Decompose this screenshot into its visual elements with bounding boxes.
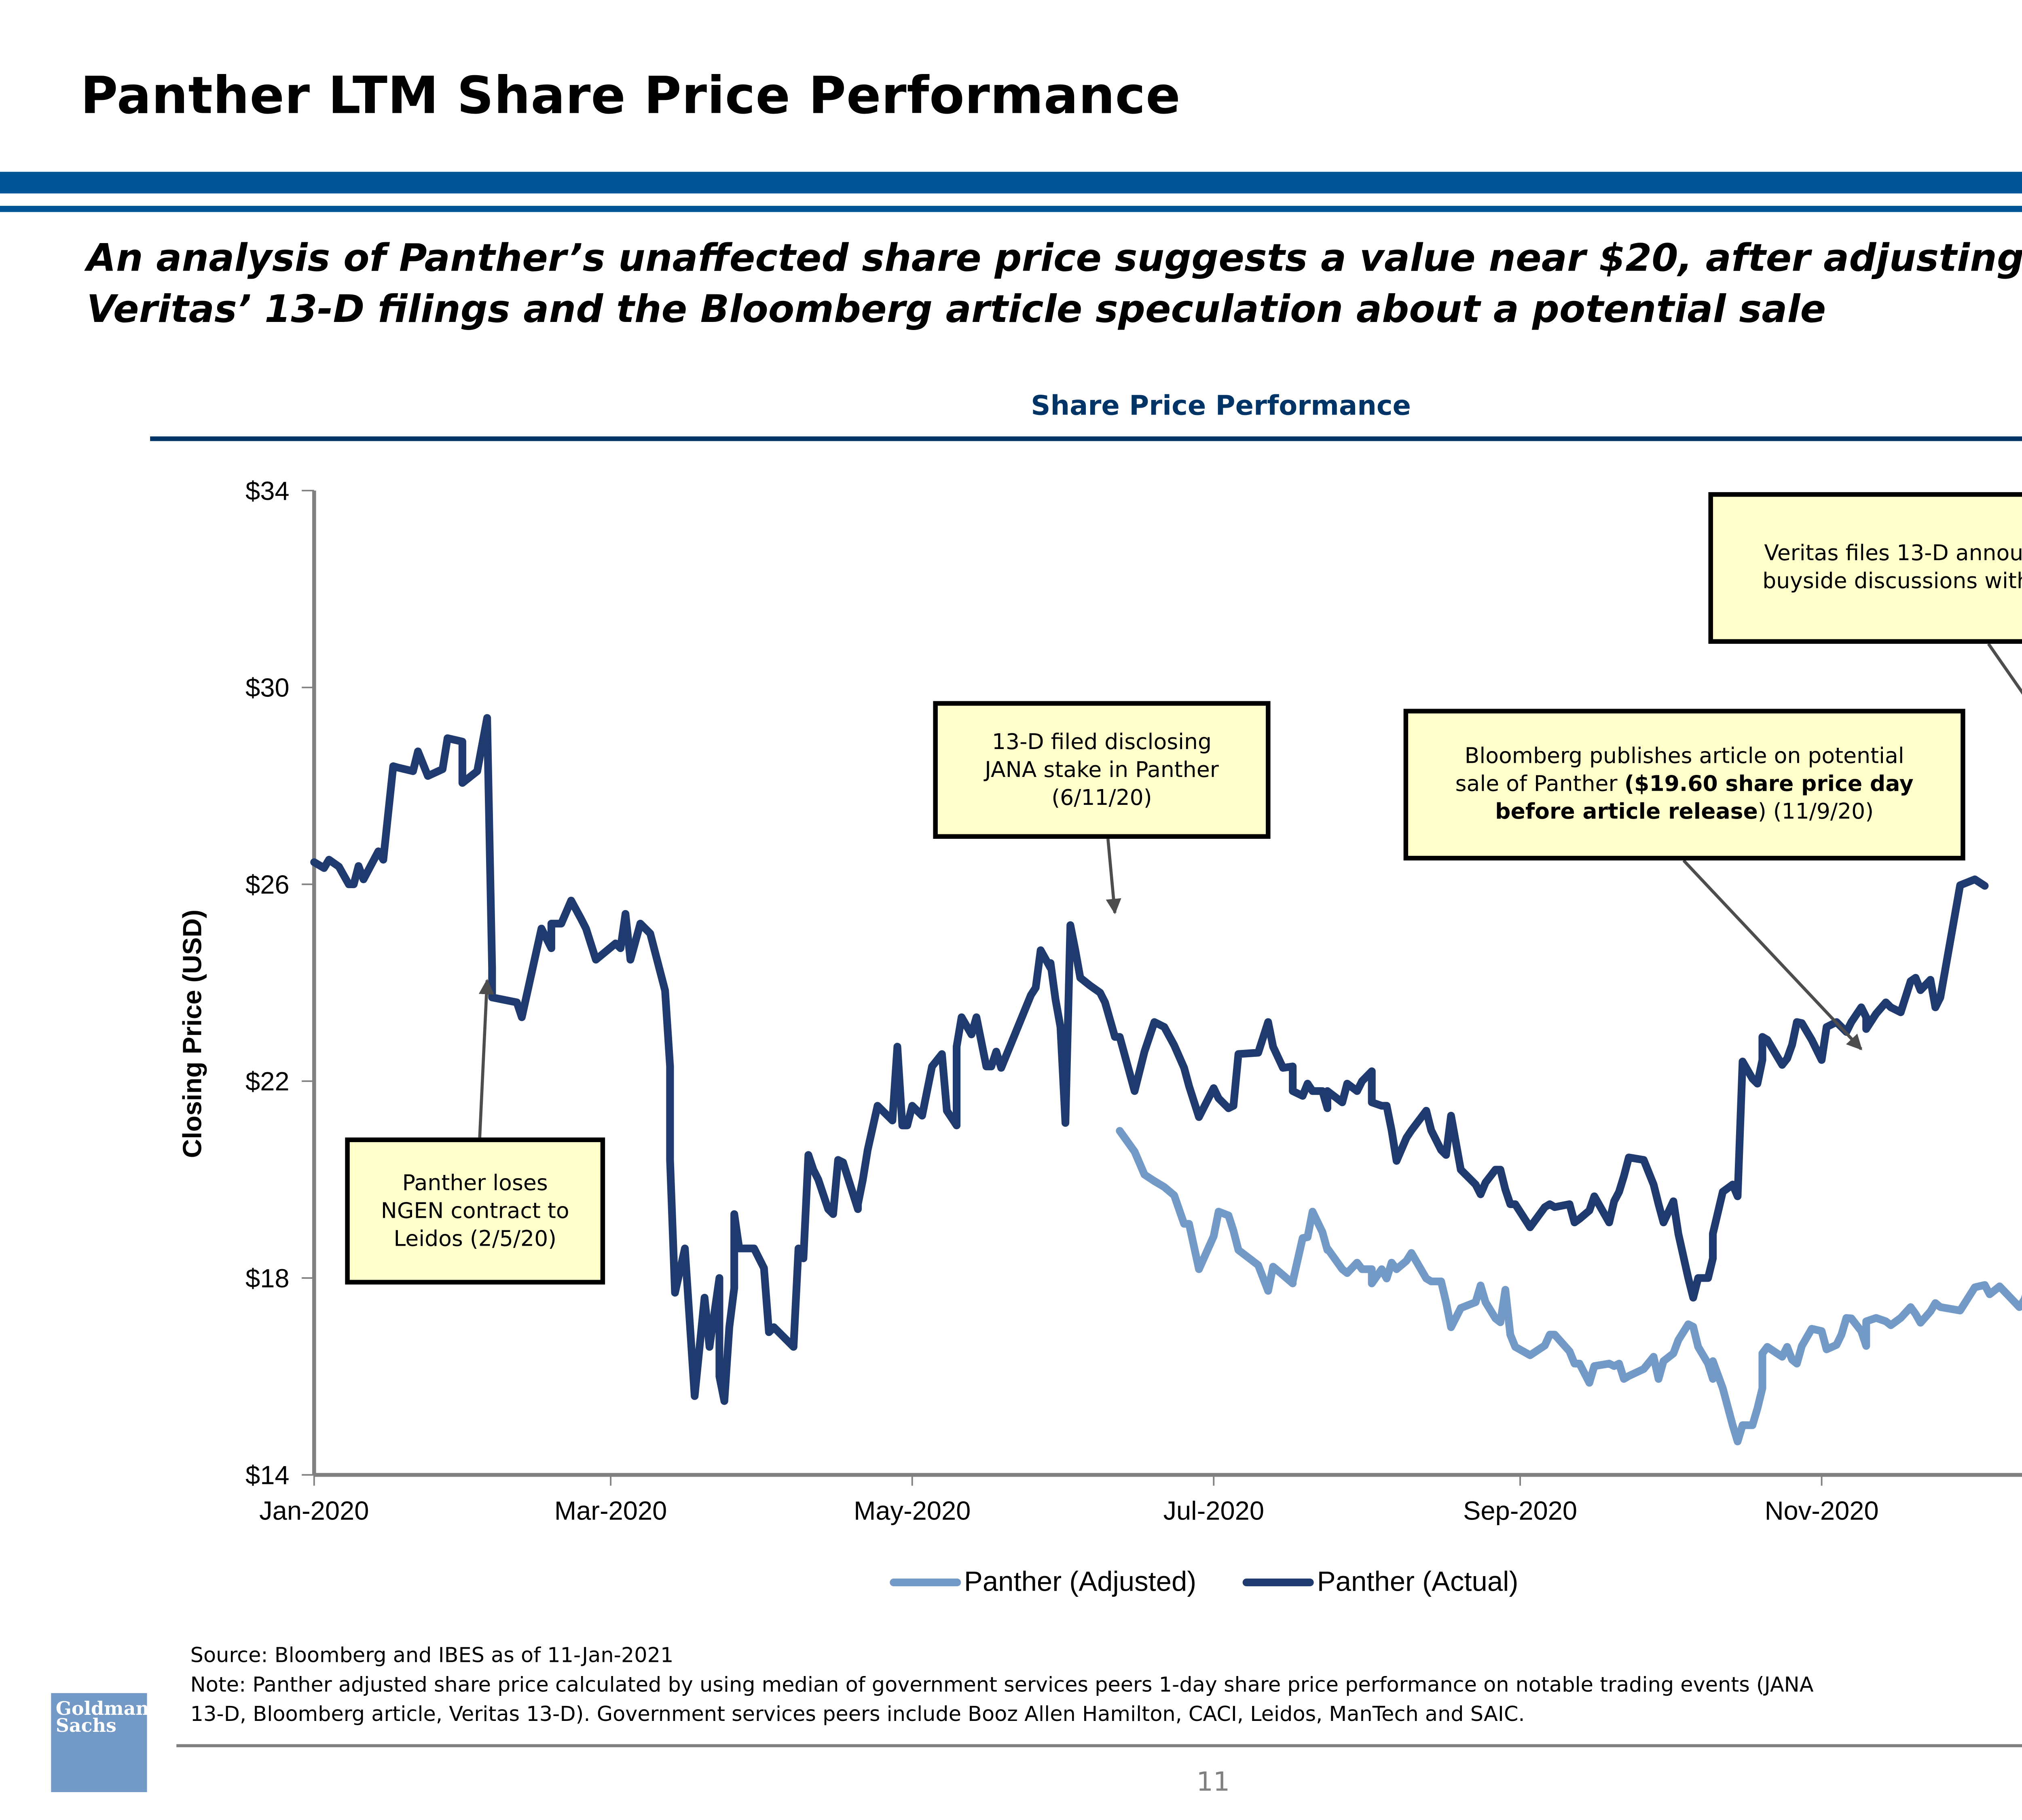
gs-logo-text: Goldman xyxy=(55,1697,149,1720)
callout-bloomberg: Bloomberg publishes article on potential… xyxy=(1403,709,1965,861)
axes: $14 $18 $22 $26 $30 $34 Jan-2020 Mar-2020 May-20… xyxy=(245,476,2022,1526)
annotation-arrow xyxy=(1987,643,2022,695)
annotation-arrow xyxy=(1106,838,1121,914)
y-axis-title: Closing Price (USD) xyxy=(177,910,207,1158)
callout-jana-line: (6/11/20) xyxy=(1051,785,1152,811)
x-tick-label: Jul-2020 xyxy=(1163,1496,1264,1526)
page-number: 11 xyxy=(1196,1767,1230,1799)
callout-jana: 13-D filed disclosing JANA stake in Pant… xyxy=(933,701,1271,839)
annotation-arrow xyxy=(478,979,495,1138)
callout-veritas-line: buyside discussions with Panther (1/6/21… xyxy=(1762,569,2022,595)
goldman-sachs-logo: Goldman Sachs xyxy=(51,1693,149,1792)
callout-ngen: Panther loses NGEN contract to Leidos (2… xyxy=(345,1137,605,1285)
legend-item-actual: Panther (Actual) xyxy=(1243,1566,1518,1598)
header-rule xyxy=(0,205,2022,212)
header-band xyxy=(0,171,2022,194)
callout-bloomberg-bold: ($19.60 share price day xyxy=(1624,772,1914,797)
callout-bloomberg-bold: before article release xyxy=(1495,800,1758,825)
series-line-actual xyxy=(310,714,1989,1405)
x-tick-label: Mar-2020 xyxy=(554,1496,667,1526)
y-tick-label: $14 xyxy=(245,1460,290,1490)
callout-jana-line: JANA stake in Panther xyxy=(985,758,1219,783)
series-layer xyxy=(310,714,2022,1445)
gs-logo-text: Sachs xyxy=(55,1714,116,1737)
x-tick-label: Sep-2020 xyxy=(1463,1496,1577,1526)
headline: An analysis of Panther’s unaffected shar… xyxy=(87,235,2022,331)
y-tick-label: $26 xyxy=(245,870,290,899)
y-tick-label: $34 xyxy=(245,476,290,506)
chart-title: Share Price Performance xyxy=(1031,392,1411,423)
callout-veritas-line: Veritas files 13-D announcing preliminar… xyxy=(1764,542,2022,567)
y-tick-label: $30 xyxy=(245,673,290,703)
legend-swatch-adjusted xyxy=(890,1579,961,1587)
chart-title-rule xyxy=(150,436,2022,441)
callout-bloomberg-text: sale of Panther xyxy=(1455,772,1624,797)
y-tick-label: $22 xyxy=(245,1067,290,1096)
footnotes: Source: Bloomberg and IBES as of 11-Jan-… xyxy=(190,1642,2022,1730)
callout-ngen-line: NGEN contract to xyxy=(381,1198,569,1223)
callout-bloomberg-line: Bloomberg publishes article on potential xyxy=(1464,744,1904,769)
methodology-note: Note: Panther adjusted share price calcu… xyxy=(190,1674,1814,1698)
footer-rule xyxy=(176,1744,2022,1748)
callout-ngen-line: Panther loses xyxy=(402,1170,548,1196)
callout-ngen-line: Leidos (2/5/20) xyxy=(393,1226,557,1251)
x-tick-label: May-2020 xyxy=(854,1496,971,1526)
annotation-arrows xyxy=(478,643,2022,1138)
legend-label-actual: Panther (Actual) xyxy=(1317,1566,1519,1597)
callout-jana-line: 13-D filed disclosing xyxy=(992,730,1212,755)
series-line-adjusted xyxy=(1116,1127,2022,1445)
page-title: Panther LTM Share Price Performance xyxy=(80,65,1181,125)
callout-bloomberg-text: ) (11/9/20) xyxy=(1758,800,1874,825)
x-tick-label: Nov-2020 xyxy=(1765,1496,1879,1526)
y-tick-label: $18 xyxy=(245,1263,290,1293)
annotation-arrow xyxy=(1682,859,1863,1050)
callout-veritas: Veritas files 13-D announcing preliminar… xyxy=(1708,492,2022,644)
legend-label-adjusted: Panther (Adjusted) xyxy=(964,1566,1197,1597)
legend-swatch-actual xyxy=(1243,1579,1314,1587)
x-tick-label: Jan-2020 xyxy=(259,1496,369,1526)
source-note: Source: Bloomberg and IBES as of 11-Jan-… xyxy=(190,1645,674,1668)
methodology-note-cont: 13-D, Bloomberg article, Veritas 13-D). … xyxy=(190,1704,1525,1727)
legend-item-adjusted: Panther (Adjusted) xyxy=(890,1566,1196,1598)
chart-legend: Panther (Adjusted) Panther (Actual) xyxy=(890,1566,1565,1598)
